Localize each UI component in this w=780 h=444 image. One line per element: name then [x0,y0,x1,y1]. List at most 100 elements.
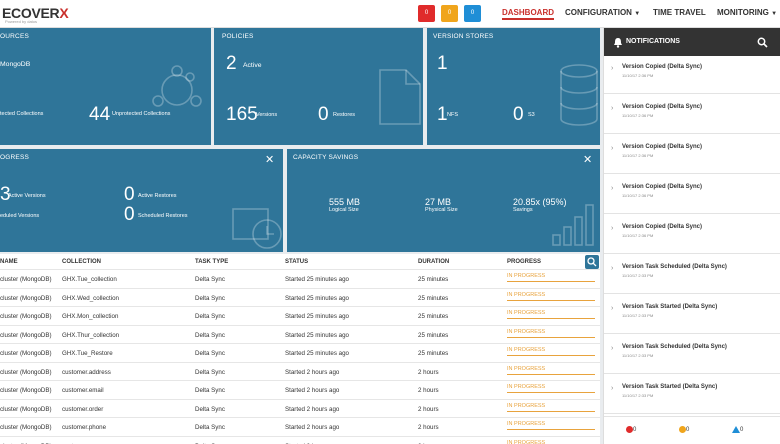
progress-bar: IN PROGRESS [507,273,595,282]
info-count[interactable]: 0 [732,426,743,433]
logical-size-value: 555 MB [329,197,361,207]
active-restores-count: 0 [124,184,135,205]
progress-bar: IN PROGRESS [507,329,595,338]
table-row[interactable]: cluster (MongoDB) GHX.Tue_collection Delta… [0,269,600,287]
row-collection: GHX.Mon_collection [62,313,119,320]
active-versions-label: Active Versions [8,193,46,199]
table-row[interactable]: cluster (MongoDB) customer.order Delta Syn… [0,398,600,417]
nav-configuration[interactable]: CONFIGURATION ▼ [565,8,641,17]
col-header-status[interactable]: STATUS [285,259,309,265]
notification-title: Version Copied (Delta Sync) [622,64,703,70]
table-search-button[interactable] [585,255,599,269]
active-versions-count: 3 [0,184,11,205]
table-row[interactable]: cluster (MongoDB) customer.name Delta Sync… [0,435,600,444]
recoverx-logo[interactable]: ECOVERX [2,5,69,21]
notification-item[interactable]: › Version Task Scheduled (Delta Sync) 11/1… [604,336,780,374]
notification-item[interactable]: › Version Copied (Delta Sync) 11/10/17 2:3… [604,136,780,174]
row-name: cluster (MongoDB) [0,405,52,413]
sources-tile[interactable]: OURCES MongoDB tected Collections 44 Unp… [0,28,211,145]
notification-item[interactable]: › Version Copied (Delta Sync) 11/10/17 2:3… [604,176,780,214]
table-row[interactable]: cluster (MongoDB) customer.email Delta Syn… [0,380,600,398]
warning-alert-count[interactable]: 0 [441,5,458,22]
physical-size-label: Physical Size [425,207,458,213]
table-row[interactable]: cluster (MongoDB) GHX.Thur_collection Delt… [0,324,600,343]
row-task-type: Delta Sync [195,387,225,394]
col-header-progress[interactable]: PROGRESS [507,259,542,265]
notification-title: Version Copied (Delta Sync) [622,104,703,110]
table-row[interactable]: cluster (MongoDB) customer.address Delta S… [0,361,600,380]
signal-bars-icon [552,204,594,246]
notification-date: 11/10/17 2:36 PM [622,73,654,78]
nav-time-travel[interactable]: TIME TRAVEL [653,8,706,17]
critical-alert-count[interactable]: 0 [418,5,435,22]
notification-item[interactable]: › Version Task Started (Delta Sync) 11/10/… [604,376,780,414]
active-policies-label: Active [243,62,262,69]
notification-title: Version Copied (Delta Sync) [622,224,703,230]
progress-bar: IN PROGRESS [507,421,595,430]
notification-item[interactable]: › Version Task Scheduled (Delta Sync) 11/1… [604,256,780,294]
row-status: Started 2 hours ago [285,368,340,376]
logo-subtitle: Powered by datos [5,19,38,24]
tile-title: POLICIES [222,33,254,40]
scheduled-restores-count: 0 [124,204,135,225]
physical-size-value: 27 MB [425,197,452,207]
notification-item[interactable]: › Version Copied (Delta Sync) 11/10/17 2:3… [604,96,780,134]
row-task-type: Delta Sync [195,350,225,357]
scheduled-versions-label: eduled Versions [0,213,40,219]
row-task-type: Delta Sync [195,294,225,302]
chevron-right-icon: › [611,345,614,352]
tile-title: CAPACITY SAVINGS [293,154,359,161]
table-row[interactable]: cluster (MongoDB) GHX.Wed_collection Delta… [0,287,600,306]
close-icon[interactable]: ✕ [265,154,275,166]
version-stores-tile[interactable]: VERSION STORES 1 1 NFS 0 S3 [427,28,600,145]
protected-collections-label: tected Collections [0,111,44,117]
s3-count: 0 [513,104,524,125]
row-name: cluster (MongoDB) [0,443,52,444]
row-status: Started 2 hours ago [285,443,339,444]
row-duration: 2 hours [418,443,439,444]
nav-dashboard[interactable]: DASHBOARD [502,0,554,20]
notification-item[interactable]: › Version Copied (Delta Sync) 11/10/17 2:3… [604,56,780,94]
notification-date: 11/10/17 2:33 PM [622,393,654,398]
policies-tile[interactable]: POLICIES 2 Active 165 Versions 0 Restore… [214,28,423,145]
close-icon[interactable]: ✕ [583,154,593,166]
notification-item[interactable]: › Version Task Started (Delta Sync) 11/10/… [604,296,780,334]
row-duration: 25 minutes [418,294,449,302]
notification-title: Version Copied (Delta Sync) [622,144,703,150]
notification-title: Version Task Started (Delta Sync) [622,304,718,310]
row-status: Started 2 hours ago [285,405,340,413]
progress-tile[interactable]: OGRESS ✕ 3 Active Versions eduled Versio… [0,149,283,252]
col-header-task-type[interactable]: TASK TYPE [195,259,229,265]
table-row[interactable]: cluster (MongoDB) customer.phone Delta Syn… [0,417,600,435]
chevron-right-icon: › [611,185,614,192]
info-alert-count[interactable]: 0 [464,5,481,22]
clock-icon [232,208,282,249]
search-icon [587,257,597,267]
notification-date: 11/10/17 2:36 PM [622,193,654,198]
col-header-duration[interactable]: DURATION [418,259,450,265]
chevron-right-icon: › [611,305,614,312]
savings-label: Savings [513,207,533,213]
row-status: Started 25 minutes ago [285,331,349,339]
row-duration: 2 hours [418,368,439,376]
row-collection: GHX.Tue_collection [62,276,117,283]
row-status: Started 25 minutes ago [285,350,349,357]
notification-title: Version Task Started (Delta Sync) [622,384,718,390]
capacity-savings-tile[interactable]: CAPACITY SAVINGS ✕ 555 MB Logical Size 2… [287,149,600,252]
nfs-count: 1 [437,104,448,125]
table-row[interactable]: cluster (MongoDB) GHX.Mon_collection Delta… [0,306,600,324]
notification-item[interactable]: › Version Copied (Delta Sync) 11/10/17 2:3… [604,216,780,254]
search-icon[interactable] [757,37,768,48]
row-name: cluster (MongoDB) [0,294,52,302]
nav-monitoring[interactable]: MONITORING ▼ [717,8,778,17]
restores-count: 0 [318,104,329,125]
col-header-name[interactable]: NAME [0,259,18,265]
col-header-collection[interactable]: COLLECTION [62,259,101,265]
row-task-type: Delta Sync [195,424,225,431]
table-row[interactable]: cluster (MongoDB) GHX.Tue_Restore Delta Sy… [0,343,600,361]
row-collection: customer.name [62,443,104,444]
critical-count[interactable]: 0 [626,426,636,433]
warning-count[interactable]: 0 [679,426,689,433]
chevron-right-icon: › [611,385,614,392]
